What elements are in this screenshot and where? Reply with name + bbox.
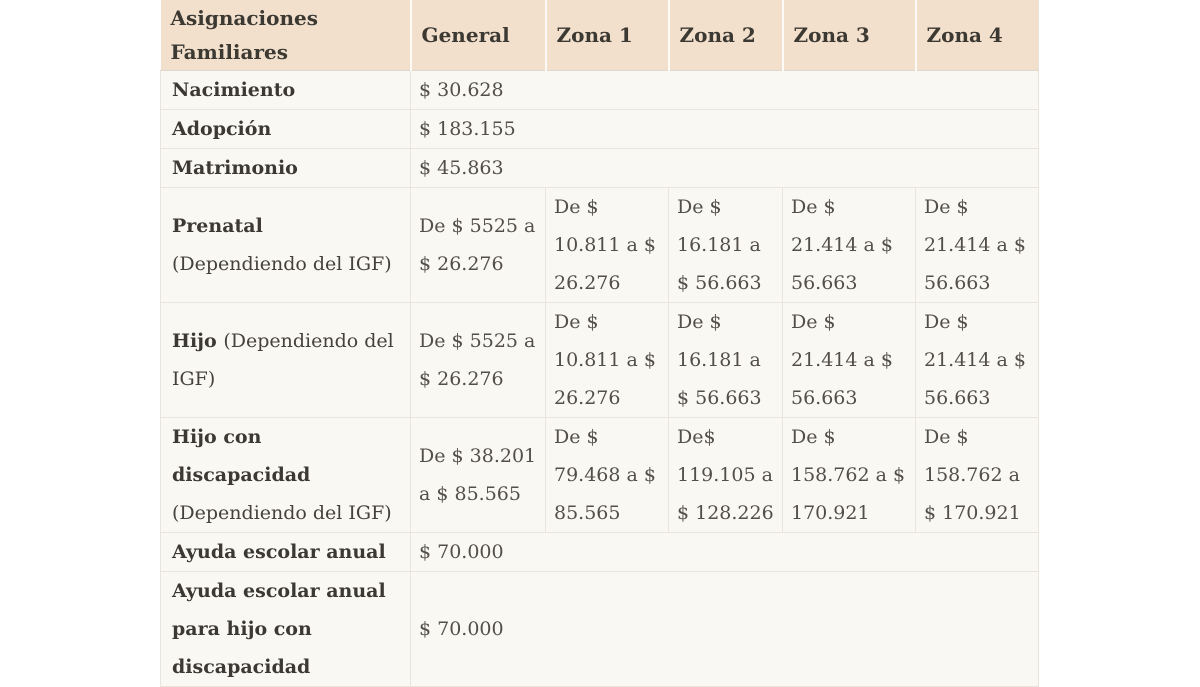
row-label-nacimiento: Nacimiento xyxy=(160,70,411,110)
row-label-note: (Dependiendo del IGF) xyxy=(172,330,394,390)
value-cell-zona2: De$ 119.105 a $ 128.226 xyxy=(668,417,783,533)
value-cell-general: De $ 5525 a $ 26.276 xyxy=(410,302,546,418)
table-row-adopcion: Adopción $ 183.155 xyxy=(160,109,1039,149)
value-cell-zona3: De $ 21.414 a $ 56.663 xyxy=(782,302,916,418)
value-cell-general: De $ 5525 a $ 26.276 xyxy=(410,187,546,303)
table-row-ayuda-escolar-anual: Ayuda escolar anual $ 70.000 xyxy=(160,532,1039,572)
row-label-hijo-con-discapacidad: Hijo con discapacidad (Dependiendo del I… xyxy=(160,417,411,533)
asignaciones-familiares-table: Asignaciones Familiares General Zona 1 Z… xyxy=(160,0,1039,687)
value-cell-zona4: De $ 158.762 a $ 170.921 xyxy=(915,417,1039,533)
table-title-cell: Asignaciones Familiares xyxy=(160,0,412,71)
row-label-note: (Dependiendo del IGF) xyxy=(172,502,392,524)
value-cell-zona1: De $ 10.811 a $ 26.276 xyxy=(545,302,669,418)
table-row-nacimiento: Nacimiento $ 30.628 xyxy=(160,70,1039,110)
value-cell-zona3: De $ 158.762 a $ 170.921 xyxy=(782,417,916,533)
table-row-matrimonio: Matrimonio $ 45.863 xyxy=(160,148,1039,188)
row-label-text: Ayuda escolar anual para hijo con discap… xyxy=(172,580,386,678)
row-label-text: Hijo con discapacidad xyxy=(172,426,311,486)
row-label-ayuda-escolar-anual: Ayuda escolar anual xyxy=(160,532,411,572)
table-row-hijo: Hijo (Dependiendo del IGF) De $ 5525 a $… xyxy=(160,302,1039,418)
row-label-text: Prenatal xyxy=(172,215,263,237)
value-cell-zona3: De $ 21.414 a $ 56.663 xyxy=(782,187,916,303)
value-cell-zona1: De $ 10.811 a $ 26.276 xyxy=(545,187,669,303)
table-row-ayuda-escolar-anual-discapacidad: Ayuda escolar anual para hijo con discap… xyxy=(160,571,1039,687)
table-row-prenatal: Prenatal (Dependiendo del IGF) De $ 5525… xyxy=(160,187,1039,303)
column-header-zona4: Zona 4 xyxy=(915,0,1039,71)
table-row-hijo-con-discapacidad: Hijo con discapacidad (Dependiendo del I… xyxy=(160,417,1039,533)
value-cell: $ 45.863 xyxy=(410,148,1039,188)
value-cell: $ 70.000 xyxy=(410,571,1039,687)
row-label-hijo: Hijo (Dependiendo del IGF) xyxy=(160,302,411,418)
value-cell-general: De $ 38.201 a $ 85.565 xyxy=(410,417,546,533)
column-header-zona3: Zona 3 xyxy=(782,0,917,71)
row-label-matrimonio: Matrimonio xyxy=(160,148,411,188)
column-header-general: General xyxy=(410,0,547,71)
row-label-text: Matrimonio xyxy=(172,157,298,179)
row-label-prenatal: Prenatal (Dependiendo del IGF) xyxy=(160,187,411,303)
value-cell-zona1: De $ 79.468 a $ 85.565 xyxy=(545,417,669,533)
value-cell-zona4: De $ 21.414 a $ 56.663 xyxy=(915,187,1039,303)
value-cell-zona2: De $ 16.181 a $ 56.663 xyxy=(668,302,783,418)
column-header-zona1: Zona 1 xyxy=(545,0,670,71)
row-label-text: Ayuda escolar anual xyxy=(172,541,386,563)
row-label-text: Nacimiento xyxy=(172,79,296,101)
column-header-zona2: Zona 2 xyxy=(668,0,784,71)
row-label-text: Hijo xyxy=(172,330,217,352)
value-cell-zona2: De $ 16.181 a $ 56.663 xyxy=(668,187,783,303)
row-label-text: Adopción xyxy=(172,118,272,140)
value-cell: $ 183.155 xyxy=(410,109,1039,149)
row-label-adopcion: Adopción xyxy=(160,109,411,149)
table-header-row: Asignaciones Familiares General Zona 1 Z… xyxy=(160,0,1039,71)
row-label-ayuda-escolar-anual-discapacidad: Ayuda escolar anual para hijo con discap… xyxy=(160,571,411,687)
value-cell: $ 70.000 xyxy=(410,532,1039,572)
row-label-note: (Dependiendo del IGF) xyxy=(172,253,392,275)
value-cell: $ 30.628 xyxy=(410,70,1039,110)
value-cell-zona4: De $ 21.414 a $ 56.663 xyxy=(915,302,1039,418)
